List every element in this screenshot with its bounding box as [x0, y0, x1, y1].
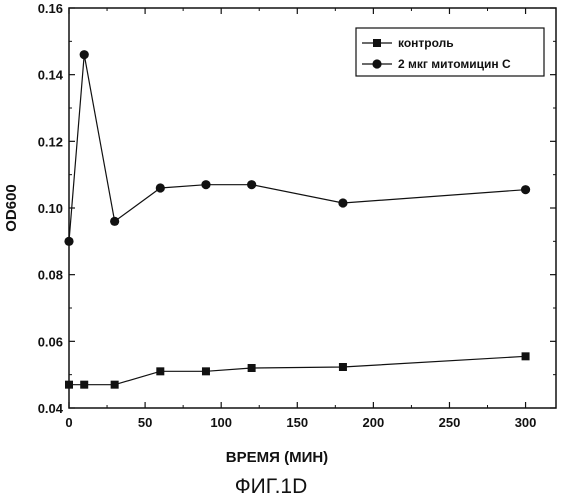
series-mitomycin [64, 50, 530, 246]
data-point [80, 50, 89, 59]
x-tick-label: 150 [286, 415, 308, 430]
x-axis-label: ВРЕМЯ (МИН) [226, 449, 328, 466]
data-point [521, 185, 530, 194]
data-point [64, 237, 73, 246]
data-point [339, 363, 347, 371]
y-axis-label: OD600 [3, 184, 20, 232]
series-layer [64, 50, 530, 389]
data-point [248, 364, 256, 372]
data-point [201, 180, 210, 189]
y-tick-label: 0.16 [38, 1, 63, 16]
series-control [65, 352, 530, 388]
x-tick-label: 200 [363, 415, 385, 430]
data-point [111, 381, 119, 389]
x-tick-label: 100 [210, 415, 232, 430]
data-point [202, 367, 210, 375]
legend-marker [373, 39, 381, 47]
figure-caption: ФИГ.1D [235, 475, 308, 498]
x-tick-label: 250 [439, 415, 461, 430]
y-tick-label: 0.06 [38, 334, 63, 349]
data-point [338, 198, 347, 207]
data-point [65, 381, 73, 389]
legend: контроль 2 мкг митомицин C [356, 28, 544, 76]
x-tick-label: 300 [515, 415, 537, 430]
data-point [247, 180, 256, 189]
series-line [69, 55, 526, 242]
series-line [69, 356, 526, 384]
legend-marker [372, 59, 381, 68]
legend-label: 2 мкг митомицин C [398, 57, 511, 71]
y-tick-label: 0.08 [38, 268, 63, 283]
data-point [110, 217, 119, 226]
y-tick-label: 0.12 [38, 134, 63, 149]
data-point [156, 367, 164, 375]
data-point [80, 381, 88, 389]
x-tick-label: 0 [65, 415, 72, 430]
x-tick-label: 50 [138, 415, 152, 430]
legend-label: контроль [398, 36, 454, 50]
y-tick-label: 0.04 [38, 401, 64, 416]
data-point [156, 183, 165, 192]
y-tick-label: 0.10 [38, 201, 63, 216]
data-point [522, 352, 530, 360]
y-tick-label: 0.14 [38, 68, 64, 83]
